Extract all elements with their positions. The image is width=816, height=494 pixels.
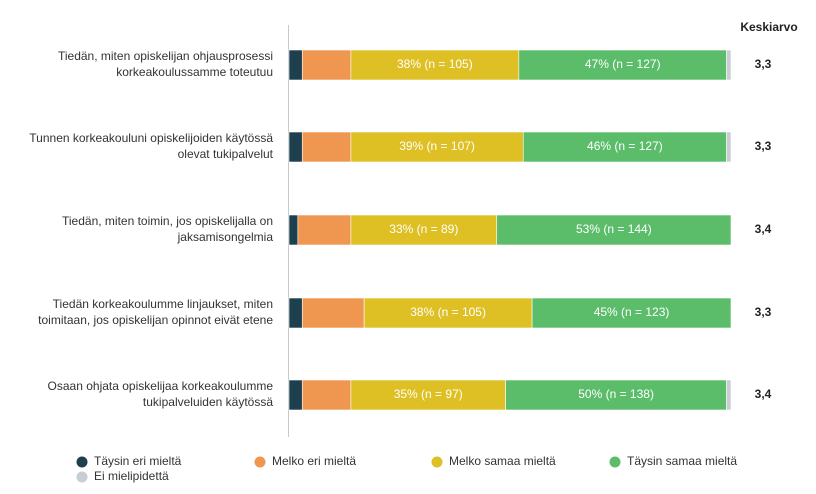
bar-segment bbox=[288, 49, 303, 81]
value-label: 45% (n = 123) bbox=[594, 305, 670, 319]
bar-segment bbox=[531, 297, 732, 329]
category-label: Tiedän, miten toimin, jos opiskelijalla … bbox=[62, 214, 273, 228]
category-label: korkeakoulussamme toteutuu bbox=[116, 65, 273, 79]
mean-title: Keskiarvo bbox=[740, 20, 797, 34]
bar-segment bbox=[288, 379, 303, 411]
category-label: toimitaan, jos opiskelijan opinnot eivät… bbox=[38, 313, 273, 327]
category-label: Tiedän, miten opiskelijan ohjausprosessi bbox=[58, 49, 273, 63]
bar-segment bbox=[297, 214, 352, 246]
category-label: jaksamisongelmia bbox=[177, 230, 274, 244]
bar-segment bbox=[350, 49, 520, 81]
bar-segment bbox=[505, 379, 727, 411]
mean-value: 3,3 bbox=[755, 305, 772, 319]
bar-segment bbox=[301, 131, 352, 163]
legend-marker bbox=[609, 456, 621, 468]
category-label: olevat tukipalvelut bbox=[178, 147, 274, 161]
mean-value: 3,4 bbox=[755, 222, 772, 236]
bar-segment bbox=[288, 214, 299, 246]
legend-marker bbox=[76, 471, 88, 483]
legend-marker bbox=[431, 456, 443, 468]
category-label: tukipalveluiden käytössä bbox=[143, 395, 273, 409]
bar-segment bbox=[288, 297, 303, 329]
legend-label: Täysin samaa mieltä bbox=[627, 454, 737, 468]
value-label: 53% (n = 144) bbox=[576, 222, 652, 236]
legend-marker bbox=[254, 456, 266, 468]
bar-segment bbox=[350, 379, 506, 411]
bar-segment bbox=[726, 49, 732, 81]
bar-segment bbox=[301, 379, 352, 411]
bar-segment bbox=[518, 49, 727, 81]
bar-segment bbox=[726, 131, 732, 163]
mean-value: 3,4 bbox=[755, 387, 772, 401]
category-label: Tiedän korkeakoulumme linjaukset, miten bbox=[53, 297, 273, 311]
value-label: 38% (n = 105) bbox=[410, 305, 486, 319]
legend-label: Täysin eri mieltä bbox=[94, 454, 182, 468]
value-label: 47% (n = 127) bbox=[585, 57, 661, 71]
mean-value: 3,3 bbox=[755, 57, 772, 71]
mean-value: 3,3 bbox=[755, 139, 772, 153]
bar-segment bbox=[350, 131, 524, 163]
value-label: 35% (n = 97) bbox=[394, 387, 463, 401]
bar-segment bbox=[301, 297, 365, 329]
value-label: 33% (n = 89) bbox=[389, 222, 458, 236]
legend-label: Melko samaa mieltä bbox=[449, 454, 556, 468]
bar-segment bbox=[726, 379, 732, 411]
value-label: 39% (n = 107) bbox=[399, 139, 475, 153]
value-label: 38% (n = 105) bbox=[397, 57, 473, 71]
category-label: Tunnen korkeakouluni opiskelijoiden käyt… bbox=[29, 131, 273, 145]
legend-label: Ei mielipidettä bbox=[94, 469, 169, 483]
value-label: 46% (n = 127) bbox=[587, 139, 663, 153]
bar-segment bbox=[301, 49, 352, 81]
bar-segment bbox=[496, 214, 732, 246]
legend-label: Melko eri mieltä bbox=[272, 454, 356, 468]
value-label: 50% (n = 138) bbox=[578, 387, 654, 401]
legend-marker bbox=[76, 456, 88, 468]
category-label: Osaan ohjata opiskelijaa korkeakoulumme bbox=[48, 379, 274, 393]
bar-segment bbox=[288, 131, 303, 163]
